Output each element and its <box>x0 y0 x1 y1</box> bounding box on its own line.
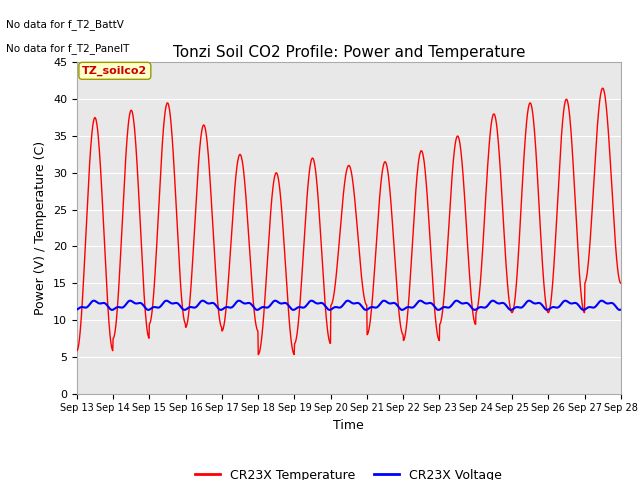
Legend: CR23X Temperature, CR23X Voltage: CR23X Temperature, CR23X Voltage <box>190 464 508 480</box>
X-axis label: Time: Time <box>333 419 364 432</box>
Title: Tonzi Soil CO2 Profile: Power and Temperature: Tonzi Soil CO2 Profile: Power and Temper… <box>173 45 525 60</box>
Text: No data for f_T2_BattV: No data for f_T2_BattV <box>6 19 124 30</box>
Y-axis label: Power (V) / Temperature (C): Power (V) / Temperature (C) <box>35 141 47 315</box>
Text: TZ_soilco2: TZ_soilco2 <box>82 66 147 76</box>
Text: No data for f_T2_PanelT: No data for f_T2_PanelT <box>6 43 130 54</box>
